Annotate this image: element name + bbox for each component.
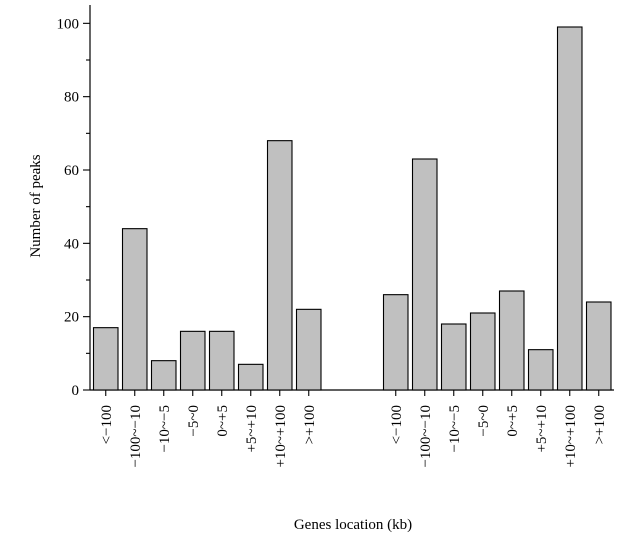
y-axis-title: Number of peaks [28,154,44,257]
y-tick-label: 60 [64,163,79,179]
x-tick-label: +5~+10 [534,405,550,453]
x-axis-title: Genes location (kb) [294,517,412,533]
x-tick-label: <−100 [99,405,115,444]
bar [92,327,119,391]
x-tick-label: <−100 [389,405,405,444]
x-tick-label: −10~−5 [447,405,463,453]
x-tick-label: −5~0 [186,405,202,437]
y-tick-label: 0 [72,383,80,399]
bar [585,301,612,391]
bar [121,228,148,391]
bar [382,294,409,391]
bar [440,323,467,391]
bar [469,312,496,391]
bar [556,26,583,391]
x-tick-label: −100~−10 [418,405,434,468]
x-tick-label: −5~0 [476,405,492,437]
plot-area: 0 20 40 60 80 100 <−100 −100~−10 −10~−5 −5~0 0~+5 +… [57,5,614,468]
y-tick-label: 100 [57,16,80,32]
y-tick-label: 80 [64,90,79,106]
bar [527,349,554,391]
y-tick-label: 20 [64,310,79,326]
x-tick-label: 0~+5 [215,405,231,437]
bar [411,158,438,391]
bar [295,308,322,391]
bar [150,360,177,391]
x-tick-label: −10~−5 [157,405,173,453]
bar [237,363,264,391]
x-tick-label: +10~+100 [563,405,579,468]
x-tick-label: >+100 [592,405,608,444]
x-tick-label: >+100 [302,405,318,444]
bar [266,140,293,391]
bar [179,330,206,391]
x-tick-label: 0~+5 [505,405,521,437]
x-tick-label: −100~−10 [128,405,144,468]
y-tick-label: 40 [64,236,79,252]
x-tick-label: +5~+10 [244,405,260,453]
bar [208,330,235,391]
bar [498,290,525,391]
x-tick-label: +10~+100 [273,405,289,468]
